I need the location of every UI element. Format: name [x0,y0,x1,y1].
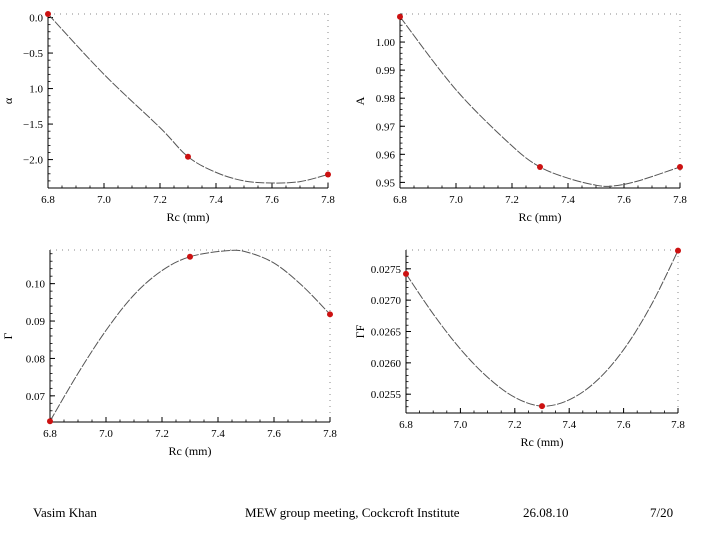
alpha-y-tick-label: −2.0 [23,155,43,167]
gamma-f-fit-curve [405,250,679,407]
a-y-tick-label: 0.99 [376,65,396,77]
alpha-vs-rc-chart: 6.8 7.0 7.2 7.4 7.6 7.8 0.0 −0.5 1.0 −1.5 −2.0 Rc (… [1,11,335,224]
gamma-f-data-point [675,247,681,254]
a-fit-curve [399,16,681,187]
alpha-y-axis-title: α [1,97,15,104]
gamma-f-x-tick-label: 6.8 [399,419,413,431]
alpha-x-tick-label: 7.6 [265,194,279,206]
a-y-tick-label: 1.00 [376,37,396,49]
gamma-f-data-point [403,270,409,277]
gamma-f-y-tick-label: 0.0270 [371,295,402,307]
gamma-x-tick-label: 7.8 [323,428,337,440]
gamma-y-tick-label: 0.09 [26,316,46,328]
gamma-f-y-tick-label: 0.0260 [371,358,402,370]
gamma-fit-curve [49,249,331,422]
a-vs-rc-chart: 6.8 7.0 7.2 7.4 7.6 7.8 0.95 0.96 0.97 0.98 0.99 1.… [353,13,687,224]
gamma-y-axis-title: Γ [1,332,15,339]
a-x-tick-label: 7.2 [505,194,519,206]
a-y-tick-label: 0.98 [376,93,396,105]
a-data-point [397,13,403,20]
a-x-tick-label: 7.8 [673,194,687,206]
gamma-f-x-axis-title: Rc (mm) [521,435,564,449]
gamma-f-x-tick-label: 7.4 [562,419,576,431]
alpha-x-tick-label: 7.2 [153,194,167,206]
gamma-x-tick-label: 7.4 [211,428,225,440]
gamma-f-x-tick-label: 7.8 [671,419,685,431]
a-x-tick-label: 7.0 [449,194,463,206]
a-y-axis-title: A [353,96,367,105]
gamma-y-tick-label: 0.10 [26,279,46,291]
footer-author: Vasim Khan [33,505,97,520]
a-x-tick-label: 7.6 [617,194,631,206]
gamma-x-tick-label: 6.8 [43,428,57,440]
footer-date: 26.08.10 [523,505,569,520]
gamma-data-point [187,253,193,260]
alpha-x-axis-title: Rc (mm) [167,210,210,224]
a-x-tick-label: 7.4 [561,194,575,206]
a-x-tick-label: 6.8 [393,194,407,206]
gamma-x-tick-label: 7.0 [99,428,113,440]
alpha-y-tick-label: 0.0 [29,13,43,25]
gamma-f-vs-rc-chart: 6.8 7.0 7.2 7.4 7.6 7.8 0.0255 0.0260 0.0265 0.02… [353,247,685,449]
a-x-axis-title: Rc (mm) [519,210,562,224]
gamma-f-y-tick-label: 0.0275 [371,264,402,276]
gamma-f-y-axis-title: ΓF [353,324,367,338]
alpha-data-point [325,171,331,178]
alpha-y-tick-label: −1.5 [23,119,43,131]
gamma-f-y-tick-label: 0.0265 [371,327,402,339]
gamma-f-x-tick-label: 7.2 [508,419,522,431]
gamma-y-tick-label: 0.08 [26,353,46,365]
gamma-f-x-tick-label: 7.0 [454,419,468,431]
gamma-f-y-tick-label: 0.0255 [371,389,402,401]
alpha-x-tick-label: 6.8 [41,194,55,206]
alpha-x-tick-label: 7.8 [321,194,335,206]
alpha-x-tick-label: 7.4 [209,194,223,206]
gamma-vs-rc-chart: 6.8 7.0 7.2 7.4 7.6 7.8 0.07 0.08 0.09 0.10 Rc (mm… [1,249,337,458]
a-y-tick-label: 0.96 [376,149,396,161]
footer-page-number: 7/20 [650,505,674,520]
a-y-tick-label: 0.97 [376,121,396,133]
gamma-f-data-point [539,403,545,410]
a-data-point [537,163,543,170]
a-data-point [677,163,683,170]
alpha-y-tick-label: −0.5 [23,48,43,60]
alpha-fit-curve [47,13,329,184]
a-y-tick-label: 0.95 [376,177,396,189]
footer-event: MEW group meeting, Cockcroft Institute [245,505,460,520]
gamma-y-tick-label: 0.07 [26,391,46,403]
gamma-x-tick-label: 7.2 [155,428,169,440]
alpha-y-tick-label: 1.0 [29,84,43,96]
gamma-data-point [327,311,333,318]
gamma-data-point [47,418,53,425]
gamma-x-tick-label: 7.6 [267,428,281,440]
alpha-data-point [45,11,51,17]
gamma-x-axis-title: Rc (mm) [169,444,212,458]
alpha-x-tick-label: 7.0 [97,194,111,206]
alpha-data-point [185,153,191,160]
gamma-f-x-tick-label: 7.6 [617,419,631,431]
